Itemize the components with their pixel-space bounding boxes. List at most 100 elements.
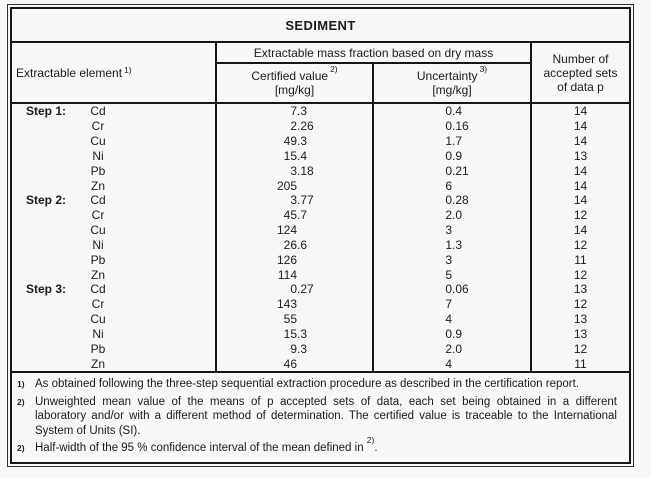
footnote-ref-2-inline-icon: 2)	[366, 435, 375, 446]
accepted-sets-count: 11	[574, 252, 587, 267]
uncertainty-value: 1.3	[445, 237, 463, 252]
accepted-sets-count: 13	[573, 148, 588, 163]
element-symbol: Zn	[90, 267, 105, 282]
certified-value-cell: 45.7	[217, 207, 374, 223]
element-symbol: Ni	[92, 326, 104, 341]
element-cell: Cu	[12, 133, 217, 149]
uncertainty-value: 4	[445, 312, 452, 327]
certified-value: 3.77	[290, 193, 314, 208]
element-symbol: Cr	[91, 119, 105, 134]
accepted-sets-count: 13	[573, 312, 588, 327]
accepted-sets-cell: 14	[532, 223, 629, 238]
uncertainty-value: 6	[445, 178, 452, 193]
element-symbol: Cu	[90, 312, 106, 327]
accepted-sets-count: 14	[573, 119, 588, 134]
element-symbol: Cr	[91, 208, 105, 223]
accepted-sets-cell: 14	[532, 163, 629, 178]
footnote-1-text: As obtained following the three-step seq…	[35, 378, 580, 390]
uncertainty-value: 3	[445, 252, 452, 267]
header-uncertainty-stack: Uncertainty 3) [mg/kg]	[374, 64, 530, 102]
accepted-sets-cell: 13	[532, 282, 629, 297]
table-row: Step 3: Cd 0.27 0.06 13	[12, 281, 629, 297]
element-cell: Cr	[12, 118, 217, 134]
element-cell: Cr	[12, 296, 217, 312]
table-row: Cu 55 4 13	[12, 311, 629, 327]
accepted-sets-count: 12	[573, 237, 588, 252]
table-row: Ni 26.6 1.3 12	[12, 237, 629, 253]
certified-value-cell: 46	[217, 356, 374, 371]
element-cell: Step 1: Cd	[12, 104, 217, 119]
certified-value-cell: 143	[217, 296, 374, 312]
accepted-sets-cell: 14	[532, 193, 629, 208]
uncertainty-value-cell: 4	[374, 311, 532, 327]
certified-value-cell: 2.26	[217, 118, 374, 134]
accepted-sets-cell: 14	[532, 134, 629, 149]
footnote-3-marker: 2)	[17, 443, 25, 453]
footnote-2-line2: laboratory and/or with a different metho…	[35, 410, 617, 422]
uncertainty-value: 0.21	[445, 163, 469, 178]
table-row: Ni 15.4 0.9 13	[12, 148, 629, 164]
certified-value: 114	[277, 267, 297, 282]
table-row: Cu 49.3 1.7 14	[12, 133, 629, 149]
accepted-sets-count: 13	[573, 326, 588, 341]
element-symbol: Cr	[91, 297, 105, 312]
uncertainty-value-cell: 7	[374, 296, 532, 312]
step-label: Step 1:	[26, 104, 67, 119]
accepted-sets-cell: 12	[532, 267, 629, 282]
uncertainty-value-cell: 0.06	[374, 281, 532, 297]
certified-value: 126	[276, 252, 297, 267]
uncertainty-value-cell: 0.28	[374, 192, 532, 208]
element-cell: Cr	[12, 207, 217, 223]
footnote-1: 1) As obtained following the three-step …	[17, 377, 617, 392]
header-certified-value-stack: Certified value 2) [mg/kg]	[217, 64, 372, 102]
element-cell: Pb	[12, 163, 217, 179]
table-row: Zn 205 6 14	[12, 178, 629, 193]
accepted-sets-cell: 14	[532, 104, 629, 119]
element-cell: Pb	[12, 252, 217, 268]
header-uncertainty-label: Uncertainty	[416, 69, 478, 83]
certified-value-cell: 49.3	[217, 133, 374, 149]
footnote-2: 2) Unweighted mean value of the means of…	[17, 395, 617, 439]
certified-value-cell: 26.6	[217, 237, 374, 253]
uncertainty-value-cell: 5	[374, 267, 532, 282]
element-cell: Pb	[12, 341, 217, 357]
certified-value-cell: 9.3	[217, 341, 374, 357]
header-uncertainty-unit: [mg/kg]	[432, 83, 472, 97]
accepted-sets-cell: 13	[532, 312, 629, 327]
accepted-sets-count: 14	[573, 178, 588, 193]
certified-value-cell: 205	[217, 178, 374, 193]
footnote-1-marker: 1)	[17, 379, 25, 389]
element-symbol: Cu	[90, 134, 106, 149]
uncertainty-value: 2.0	[445, 341, 463, 356]
uncertainty-value: 2.0	[445, 208, 463, 223]
uncertainty-value: 7	[445, 297, 452, 312]
table-row: Pb 126 3 11	[12, 252, 629, 268]
uncertainty-value: 3	[445, 223, 452, 238]
certified-value-cell: 0.27	[217, 281, 374, 297]
step-label: Step 3:	[26, 282, 67, 297]
uncertainty-value: 1.7	[445, 134, 463, 149]
accepted-sets-cell: 11	[532, 356, 629, 371]
footnotes-section: 1) As obtained following the three-step …	[12, 373, 629, 462]
accepted-sets-count: 14	[573, 223, 588, 238]
footnote-2-text: Unweighted mean value of the means of p …	[35, 395, 617, 439]
certified-value: 15.3	[283, 326, 308, 341]
accepted-sets-count: 12	[573, 341, 588, 356]
uncertainty-value: 5	[445, 267, 452, 282]
footnote-3: 2) Half-width of the 95 % confidence int…	[17, 436, 617, 456]
certified-value: 45.7	[283, 208, 308, 223]
element-cell: Ni	[12, 326, 217, 342]
header-extractable-element: Extractable element 1)	[12, 43, 217, 102]
certified-value: 124	[276, 223, 297, 238]
footnote-2-line1: Unweighted mean value of the means of p …	[35, 395, 617, 408]
accepted-sets-cell: 12	[532, 341, 629, 356]
certified-value: 15.4	[283, 148, 308, 163]
uncertainty-value: 0.9	[445, 148, 463, 163]
table-row: Zn 114 5 12	[12, 267, 629, 282]
step-label: Step 2:	[26, 193, 67, 208]
table-row: Cr 45.7 2.0 12	[12, 207, 629, 223]
accepted-sets-cell: 14	[532, 178, 629, 193]
table-row: Cr 2.26 0.16 14	[12, 118, 629, 134]
accepted-sets-count: 11	[574, 356, 587, 371]
uncertainty-value-cell: 0.16	[374, 118, 532, 134]
